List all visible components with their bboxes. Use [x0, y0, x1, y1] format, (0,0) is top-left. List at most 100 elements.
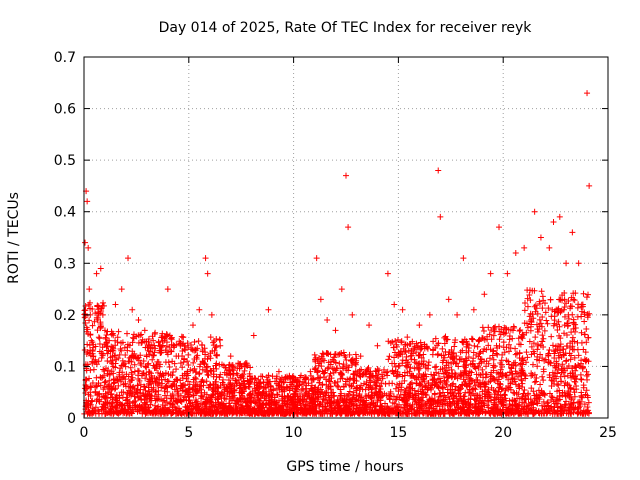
- data-point-cloud: [202, 398, 209, 405]
- data-point-cloud: [117, 345, 124, 352]
- data-point-cloud: [175, 409, 182, 416]
- data-point-cloud: [352, 351, 359, 358]
- data-point-cloud: [153, 395, 160, 402]
- data-point-cloud: [174, 392, 181, 399]
- data-point-cloud: [108, 403, 115, 410]
- data-point-cloud: [277, 402, 284, 409]
- data-point-cloud: [215, 396, 222, 403]
- data-point-cloud: [539, 332, 546, 339]
- data-point-cloud: [374, 399, 381, 406]
- data-point-cloud: [530, 340, 537, 347]
- data-point-cloud: [468, 335, 475, 342]
- data-point-cloud: [460, 376, 467, 383]
- data-point-cloud: [471, 404, 478, 411]
- data-point-cloud: [131, 350, 138, 357]
- data-point-cloud: [472, 386, 479, 393]
- data-point-cloud: [451, 343, 458, 350]
- data-point: [118, 286, 125, 293]
- data-point-cloud: [399, 357, 406, 364]
- x-tick-label: 0: [80, 425, 89, 441]
- data-point: [435, 167, 442, 174]
- data-point-cloud: [315, 354, 322, 361]
- data-point-cloud: [360, 380, 367, 387]
- data-point-cloud: [424, 345, 431, 352]
- data-point-cloud: [399, 410, 406, 417]
- data-point-cloud: [114, 397, 121, 404]
- data-point-cloud: [248, 408, 255, 415]
- data-point-cloud: [252, 400, 259, 407]
- data-point-cloud: [415, 360, 422, 367]
- data-point-cloud: [199, 401, 206, 408]
- data-point-cloud: [100, 302, 107, 309]
- data-point-cloud: [445, 364, 452, 371]
- data-point-cloud: [502, 372, 509, 379]
- data-point-cloud: [513, 370, 520, 377]
- data-point-cloud: [550, 398, 557, 405]
- data-point-cloud: [506, 333, 513, 340]
- data-point-cloud: [271, 398, 278, 405]
- data-point-cloud: [209, 386, 216, 393]
- data-point-cloud: [300, 378, 307, 385]
- data-point-cloud: [131, 393, 138, 400]
- data-point-cloud: [408, 356, 415, 363]
- data-point-cloud: [295, 378, 302, 385]
- data-point-cloud: [204, 356, 211, 363]
- data-point: [531, 208, 538, 215]
- data-point-cloud: [104, 370, 111, 377]
- data-point-cloud: [415, 374, 422, 381]
- data-point-cloud: [138, 339, 145, 346]
- data-point-cloud: [586, 310, 593, 317]
- y-tick-label: 0.2: [54, 308, 76, 324]
- data-point-cloud: [573, 386, 580, 393]
- data-point-cloud: [458, 372, 465, 379]
- data-point-cloud: [516, 385, 523, 392]
- data-point-cloud: [374, 374, 381, 381]
- data-point-cloud: [108, 390, 115, 397]
- data-point-cloud: [578, 301, 585, 308]
- data-point-cloud: [245, 396, 252, 403]
- data-point-cloud: [109, 396, 116, 403]
- data-point-cloud: [273, 375, 280, 382]
- data-point-cloud: [374, 365, 381, 372]
- data-point-cloud: [86, 317, 93, 324]
- data-point-cloud: [526, 287, 533, 294]
- data-point-cloud: [464, 383, 471, 390]
- data-point-cloud: [557, 403, 564, 410]
- data-point-cloud: [489, 405, 496, 412]
- data-point: [332, 327, 339, 334]
- data-point-cloud: [85, 391, 92, 398]
- data-point-cloud: [135, 376, 142, 383]
- data-point-cloud: [234, 398, 241, 405]
- data-point-cloud: [436, 375, 443, 382]
- data-point-cloud: [373, 391, 380, 398]
- data-point-cloud: [170, 342, 177, 349]
- data-point-cloud: [296, 399, 303, 406]
- data-point-cloud: [571, 338, 578, 345]
- data-point-cloud: [469, 358, 476, 365]
- data-point-cloud: [482, 409, 489, 416]
- data-point-cloud: [356, 384, 363, 391]
- data-point-cloud: [567, 305, 574, 312]
- data-point-cloud: [543, 406, 550, 413]
- data-point-cloud: [477, 355, 484, 362]
- data-point-cloud: [454, 404, 461, 411]
- data-point-cloud: [386, 380, 393, 387]
- data-point-cloud: [163, 407, 170, 414]
- data-point-cloud: [201, 360, 208, 367]
- data-point-cloud: [394, 403, 401, 410]
- y-axis-label: ROTI / TECUs: [6, 192, 22, 284]
- data-point-cloud: [251, 390, 258, 397]
- data-point-cloud: [145, 404, 152, 411]
- data-point-cloud: [179, 384, 186, 391]
- data-point-cloud: [161, 385, 168, 392]
- data-point-cloud: [548, 333, 555, 340]
- data-point-cloud: [506, 369, 513, 376]
- data-point-cloud: [544, 320, 551, 327]
- data-point-cloud: [499, 406, 506, 413]
- data-point-cloud: [502, 387, 509, 394]
- data-point-cloud: [524, 324, 531, 331]
- data-point-cloud: [152, 365, 159, 372]
- data-point-cloud: [161, 337, 168, 344]
- data-point-cloud: [430, 338, 437, 345]
- data-point-cloud: [509, 402, 516, 409]
